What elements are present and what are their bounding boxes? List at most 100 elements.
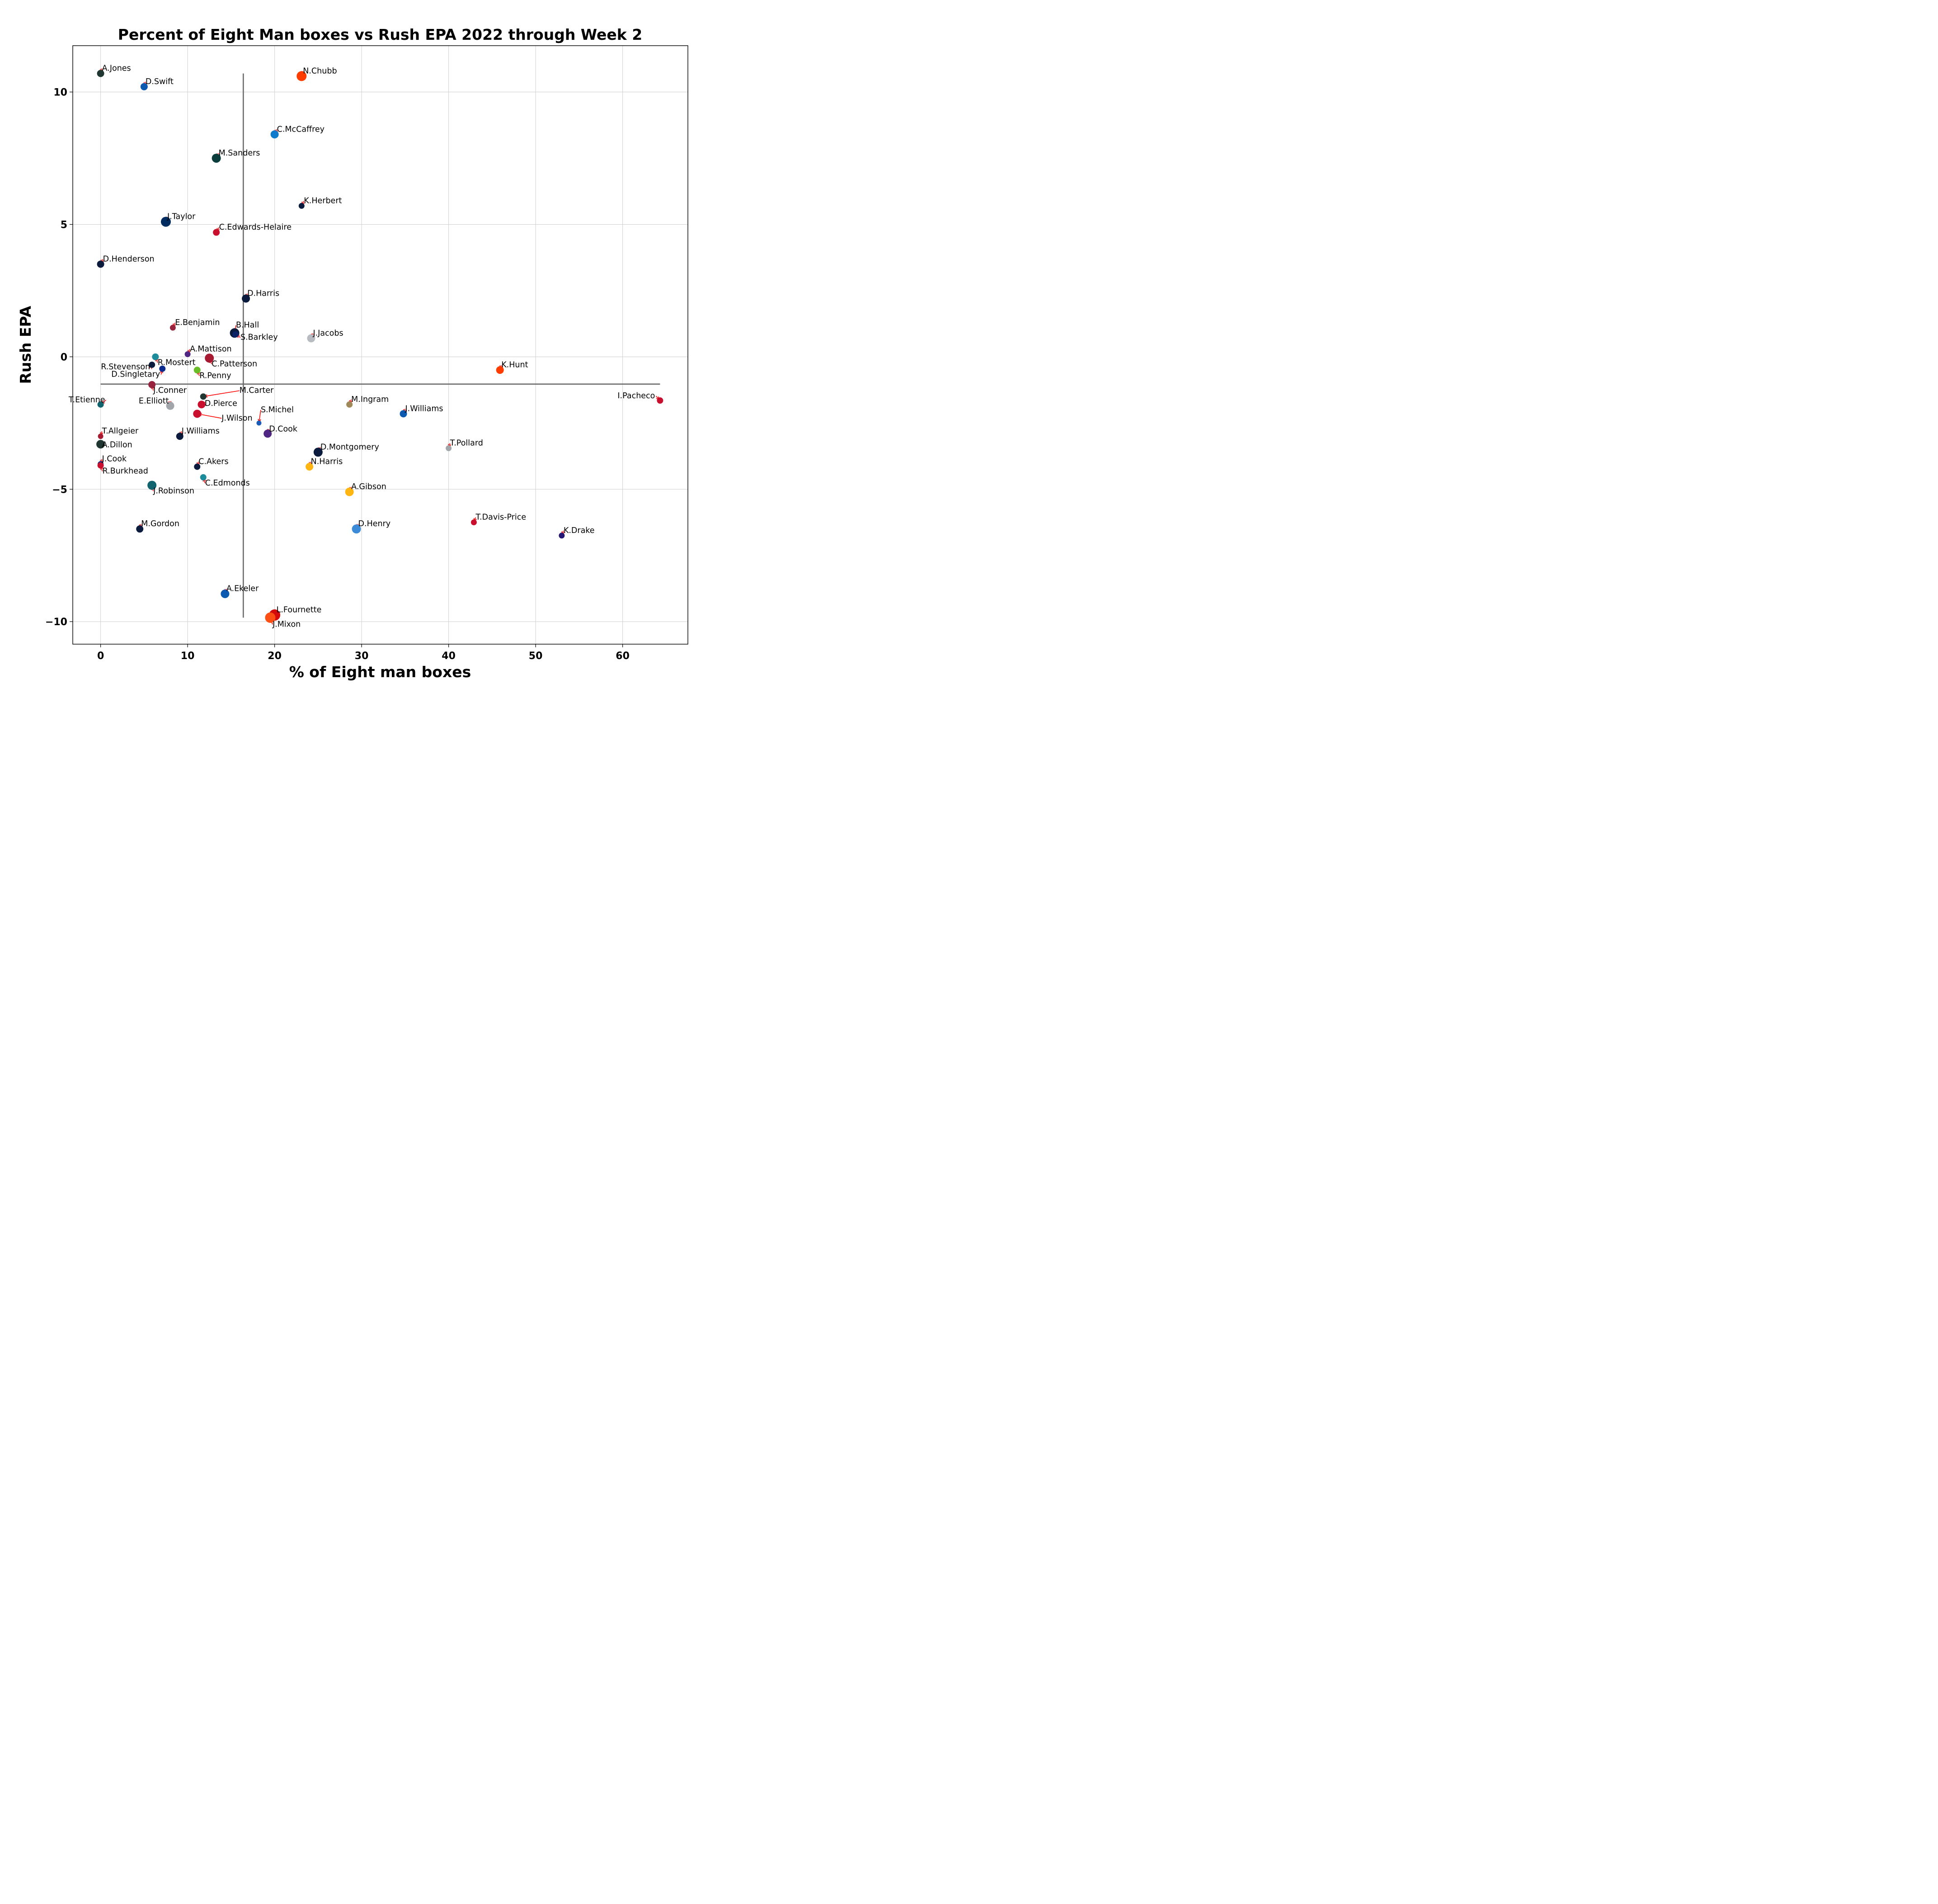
label-arrow	[198, 414, 222, 419]
data-point	[212, 153, 221, 163]
point-label: A.Mattison	[190, 345, 232, 354]
scatter-chart: A.Jones D.Swift N.Chubb C.McCaffrey M.Sander…	[17, 26, 688, 681]
data-point	[193, 410, 202, 418]
data-point	[232, 331, 239, 338]
point-label: E.Elliott	[139, 397, 169, 406]
point-label: D.Singletary	[111, 370, 160, 379]
data-point	[97, 401, 104, 408]
label-arrows	[100, 68, 660, 625]
data-point	[446, 445, 452, 451]
data-point	[213, 229, 220, 236]
data-point	[96, 440, 105, 449]
point-label: B.Hall	[236, 321, 259, 330]
point-label: J.Williams	[181, 427, 220, 436]
point-label: K.Hunt	[501, 361, 528, 370]
data-point	[400, 410, 407, 418]
x-tick-label: 0	[97, 650, 104, 662]
point-label: A.Gibson	[351, 482, 386, 491]
point-label: D.Harris	[247, 289, 279, 298]
data-point	[159, 365, 166, 372]
data-point	[97, 260, 104, 268]
point-label: R.Burkhead	[103, 467, 148, 476]
data-point	[296, 71, 307, 81]
x-tick-label: 10	[181, 650, 195, 662]
data-point	[657, 397, 663, 404]
data-point	[160, 217, 171, 227]
x-tick-label: 40	[442, 650, 456, 662]
data-point	[256, 420, 262, 426]
point-label: D.Henderson	[103, 254, 155, 264]
point-label: E.Benjamin	[175, 318, 220, 327]
data-points	[96, 70, 663, 623]
point-label: J.Williams	[405, 404, 443, 413]
point-label: J.Taylor	[167, 212, 196, 222]
point-label: D.Henry	[358, 519, 391, 528]
data-point	[97, 70, 104, 77]
point-label: A.Dillon	[102, 441, 132, 450]
point-label: J.Robinson	[153, 486, 194, 495]
point-label: M.Gordon	[141, 519, 179, 528]
data-point	[307, 334, 315, 343]
point-label: R.Stevenson	[101, 363, 150, 372]
point-label: C.Edmonds	[205, 479, 250, 488]
point-label: D.Montgomery	[320, 443, 379, 452]
point-label: I.Pacheco	[617, 391, 655, 401]
data-point	[149, 361, 155, 368]
point-label: N.Chubb	[303, 66, 337, 75]
data-point	[205, 353, 214, 363]
y-axis-label: Rush EPA	[17, 306, 34, 384]
y-tick-label: −5	[52, 484, 67, 495]
grid-lines	[73, 46, 688, 644]
point-label: D.Cook	[269, 424, 298, 434]
plot-frame	[72, 45, 688, 645]
point-label: A.Ekeler	[226, 584, 259, 594]
x-axis-label: % of Eight man boxes	[289, 663, 471, 681]
point-label: C.McCaffrey	[277, 125, 325, 134]
data-point	[306, 462, 314, 471]
point-label: J.Cook	[102, 455, 127, 464]
data-point	[198, 401, 206, 409]
data-point	[169, 325, 176, 331]
point-label: T.Davis-Price	[475, 513, 526, 522]
data-point	[345, 487, 354, 496]
point-label: R.Mostert	[158, 358, 196, 367]
x-tick-label: 30	[355, 650, 369, 662]
point-label: M.Carter	[240, 386, 274, 395]
data-point	[166, 401, 174, 410]
data-point	[263, 429, 272, 438]
x-tick-label: 50	[529, 650, 543, 662]
data-point	[140, 83, 148, 90]
point-label: T.Pollard	[450, 438, 483, 448]
data-point	[496, 366, 504, 374]
data-point	[470, 519, 477, 526]
data-point	[193, 367, 201, 374]
point-label: D.Pierce	[205, 399, 237, 408]
point-label: L.Fournette	[277, 606, 322, 615]
data-point	[298, 203, 305, 209]
point-label: C.Akers	[198, 457, 228, 466]
x-tick-label: 20	[268, 650, 282, 662]
point-label: S.Michel	[261, 405, 294, 415]
data-point	[242, 294, 250, 303]
point-label: T.Allgeier	[102, 427, 139, 436]
data-point	[152, 353, 159, 360]
data-point	[194, 463, 201, 470]
point-label: K.Herbert	[304, 196, 342, 205]
point-label: J.Conner	[153, 386, 187, 395]
chart-title: Percent of Eight Man boxes vs Rush EPA 2…	[118, 26, 642, 43]
data-point	[270, 130, 279, 139]
data-point	[352, 524, 361, 534]
point-label: K.Drake	[564, 526, 595, 535]
point-label: J.Mixon	[272, 620, 301, 629]
point-label: D.Swift	[146, 77, 174, 86]
point-label: N.Harris	[311, 457, 343, 466]
data-point	[559, 533, 565, 539]
y-tick-label: −10	[45, 617, 67, 628]
point-label: A.Jones	[102, 64, 131, 73]
data-point	[265, 612, 276, 623]
x-tick-label: 60	[616, 650, 630, 662]
point-label: C.Edwards-Helaire	[219, 223, 292, 232]
point-label: C.Patterson	[212, 359, 257, 368]
point-label: J.Jacobs	[312, 329, 343, 338]
y-tick-label: 5	[61, 219, 67, 231]
